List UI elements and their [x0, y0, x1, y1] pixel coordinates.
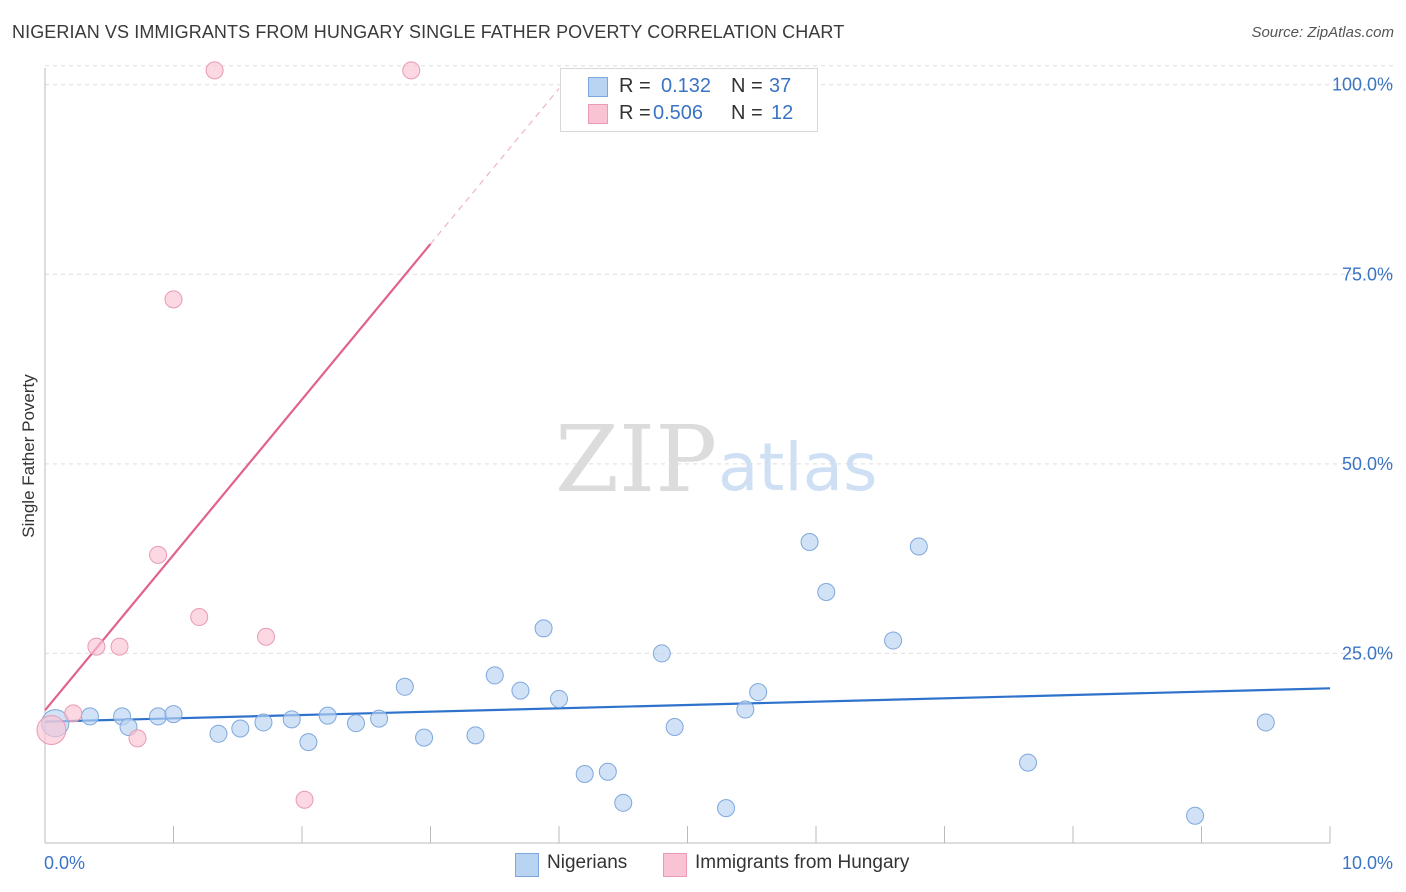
point-nigerians-31 [884, 631, 903, 650]
point-nigerians-21 [575, 764, 594, 783]
x-tick-label-max: 10.0% [1342, 853, 1393, 873]
point-immigrants-from-hungary-10 [295, 790, 314, 809]
point-nigerians-22 [598, 762, 617, 781]
point-nigerians-27 [736, 700, 755, 719]
point-nigerians-33 [1019, 753, 1038, 772]
point-nigerians-26 [717, 799, 736, 818]
source-label: Source: ZipAtlas.com [1251, 24, 1394, 41]
point-nigerians-19 [534, 619, 553, 638]
point-immigrants-from-hungary-2 [87, 637, 106, 656]
grid-lines [45, 65, 1393, 654]
stats-legend-row-nigerians: R = 0.132 N = 37 [561, 73, 817, 99]
y-tick-label-50: 50.0% [1342, 454, 1393, 474]
point-nigerians-35 [1256, 713, 1275, 732]
watermark-atlas: atlas [718, 429, 878, 506]
point-nigerians-3 [149, 707, 168, 726]
n-label: N = [731, 102, 763, 124]
point-nigerians-13 [370, 709, 389, 728]
y-tick-label-100: 100.0% [1332, 75, 1393, 95]
watermark-zip: ZIP [555, 406, 717, 513]
point-nigerians-30 [817, 583, 836, 602]
point-nigerians-6 [209, 724, 228, 743]
point-nigerians-25 [665, 717, 684, 736]
n-label: N = [731, 75, 763, 97]
point-nigerians-14 [395, 677, 414, 696]
trend-extension-immigrants-from-hungary [430, 88, 560, 245]
data-points [36, 61, 1275, 825]
r-value-nigerians: 0.132 [661, 75, 712, 97]
point-nigerians-16 [466, 726, 485, 745]
r-label: R = [619, 75, 651, 97]
point-nigerians-8 [254, 713, 273, 732]
point-immigrants-from-hungary-7 [190, 608, 209, 627]
point-nigerians-23 [614, 793, 633, 812]
n-value-nigerians: 37 [769, 75, 792, 97]
point-immigrants-from-hungary-9 [257, 627, 276, 646]
legend-label-nigerians: Nigerians [547, 852, 628, 873]
point-immigrants-from-hungary-1 [64, 704, 83, 723]
chart-title: NIGERIAN VS IMMIGRANTS FROM HUNGARY SING… [12, 22, 845, 42]
point-nigerians-11 [318, 706, 337, 725]
point-nigerians-17 [485, 666, 504, 685]
point-nigerians-4 [164, 705, 183, 724]
y-tick-label-25: 25.0% [1342, 643, 1393, 663]
x-tick-label-min: 0.0% [44, 853, 85, 873]
point-immigrants-from-hungary-6 [164, 290, 183, 309]
legend-swatch-nigerians [515, 853, 539, 877]
point-nigerians-29 [800, 532, 819, 551]
r-label: R = [619, 102, 651, 124]
point-nigerians-32 [909, 537, 928, 556]
point-immigrants-from-hungary-3 [110, 637, 129, 656]
stats-legend: R = 0.132 N = 37 R = 0.506 N = 12 [560, 68, 818, 132]
point-nigerians-1 [80, 707, 99, 726]
point-nigerians-24 [652, 644, 671, 663]
point-immigrants-from-hungary-4 [128, 729, 147, 748]
point-immigrants-from-hungary-8 [205, 61, 224, 80]
n-value-hungary: 12 [771, 102, 794, 124]
point-nigerians-34 [1186, 806, 1205, 825]
point-nigerians-10 [299, 733, 318, 752]
point-immigrants-from-hungary-0 [36, 715, 67, 745]
point-immigrants-from-hungary-11 [402, 61, 421, 80]
legend-swatch-hungary [588, 104, 608, 124]
legend-label-hungary: Immigrants from Hungary [695, 852, 910, 873]
point-nigerians-20 [550, 689, 568, 708]
watermark: ZIP atlas [555, 406, 878, 513]
legend-swatch-nigerians [588, 77, 608, 97]
point-nigerians-15 [415, 728, 434, 747]
point-nigerians-7 [231, 719, 250, 738]
point-nigerians-12 [346, 714, 365, 733]
point-immigrants-from-hungary-5 [149, 545, 168, 564]
y-axis-title: Single Father Poverty [19, 374, 38, 538]
legend-swatch-hungary [663, 853, 687, 877]
point-nigerians-9 [282, 710, 301, 729]
y-tick-label-75: 75.0% [1342, 264, 1393, 284]
y-tick-labels: 25.0% 50.0% 75.0% 100.0% [1332, 75, 1393, 664]
trend-immigrants-from-hungary [44, 243, 432, 712]
r-value-hungary: 0.506 [653, 102, 704, 124]
stats-legend-row-hungary: R = 0.506 N = 12 [561, 100, 817, 126]
trend-nigerians [44, 687, 1331, 723]
point-nigerians-18 [511, 681, 530, 700]
point-nigerians-28 [749, 683, 768, 702]
